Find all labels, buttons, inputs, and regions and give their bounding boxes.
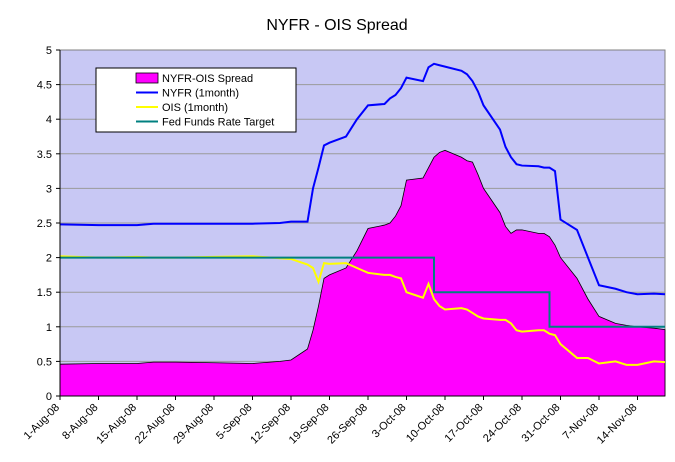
x-tick-label: 8-Aug-08: [60, 402, 100, 442]
x-tick-label: 17-Oct-08: [443, 402, 486, 445]
y-tick-label: 0.5: [37, 356, 52, 368]
y-tick-label: 4.5: [37, 80, 52, 92]
legend-box: [95, 67, 297, 133]
x-tick-label: 7-Nov-08: [561, 402, 601, 442]
x-tick-label: 14-Nov-08: [595, 402, 640, 447]
y-tick-label: 4: [46, 114, 52, 126]
y-tick-label: 2.5: [37, 218, 52, 230]
x-tick-label: 1-Aug-08: [22, 402, 62, 442]
y-tick-label: 3: [46, 183, 52, 195]
chart-legend: NYFR-OIS Spread NYFR (1month) OIS (1month)…: [95, 67, 297, 133]
x-tick-label: 3-Oct-08: [370, 402, 409, 441]
legend-swatch-nyfr-ois-spread: [135, 72, 159, 84]
ois-1month-line: [59, 255, 666, 366]
spread-area-series: [59, 149, 666, 397]
legend-label-nyfr-ois-spread: NYFR-OIS Spread: [162, 73, 253, 85]
y-tick-label: 1.5: [37, 287, 52, 299]
fed-funds-rate-target-line: [60, 256, 665, 328]
x-tick-label: 29-Aug-08: [171, 402, 216, 447]
x-tick-label: 12-Sep-08: [248, 402, 293, 447]
y-tick-label: 0: [46, 391, 52, 403]
nyfr-ois-spread-area: [59, 149, 666, 397]
x-tick-label: 19-Sep-08: [287, 402, 332, 447]
chart-title: NYFR - OIS Spread: [266, 17, 407, 34]
legend-label-ois-1month: OIS (1month): [162, 102, 228, 114]
x-tick-label: 24-Oct-08: [481, 402, 524, 445]
x-tick-label: 15-Aug-08: [94, 402, 139, 447]
x-axis-ticks: 1-Aug-088-Aug-0815-Aug-0822-Aug-0829-Aug…: [22, 396, 640, 446]
x-tick-label: 10-Oct-08: [404, 402, 447, 445]
y-tick-label: 5: [46, 45, 52, 57]
legend-label-nyfr-1month: NYFR (1month): [162, 88, 239, 100]
legend-label-fed-funds-rate-target: Fed Funds Rate Target: [162, 117, 274, 129]
y-tick-label: 3.5: [37, 149, 52, 161]
y-tick-label: 1: [46, 322, 52, 334]
x-tick-label: 22-Aug-08: [133, 402, 178, 447]
x-tick-label: 26-Sep-08: [325, 402, 370, 447]
nyfr-1month-line: [59, 62, 666, 296]
x-tick-label: 5-Sep-08: [214, 402, 254, 442]
y-tick-label: 2: [46, 253, 52, 265]
y-axis-ticks: 0 0.5 1 1.5 2 2.5 3 3.5 4 4.5 5: [37, 45, 60, 403]
line-series-group: [59, 62, 666, 366]
x-tick-label: 31-Oct-08: [520, 402, 563, 445]
